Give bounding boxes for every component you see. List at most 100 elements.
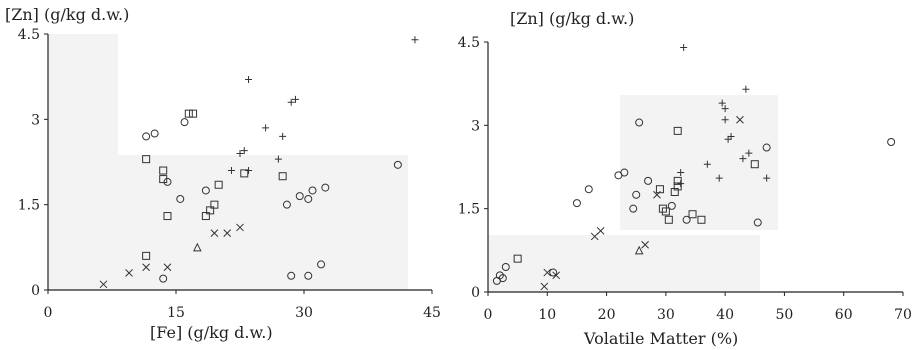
data-point [236, 149, 244, 157]
data-point [193, 242, 202, 252]
data-point [210, 200, 219, 209]
data-point [150, 129, 159, 138]
y-tick-label: 4.5 [458, 35, 480, 51]
y-tick-label: 0 [31, 283, 40, 299]
data-point [673, 182, 682, 191]
data-point [673, 176, 682, 185]
data-point [245, 76, 253, 84]
x-tick-label: 0 [44, 305, 53, 321]
data-point [236, 223, 244, 232]
data-point [543, 268, 552, 277]
data-point [240, 169, 249, 178]
data-point [163, 212, 172, 221]
data-point [393, 160, 402, 169]
chart-panel-1: 0 15 30 45 0 1.5 3 4.5 [Zn] (g/kg d.w.) [Fe] (g/k… [5, 5, 441, 342]
data-point [739, 155, 747, 163]
data-point [99, 280, 108, 289]
x-tick-label: 40 [716, 307, 734, 323]
x-axis-label: Volatile Matter (%) [583, 329, 738, 348]
data-point [644, 176, 653, 185]
data-point [540, 282, 549, 291]
data-point [159, 274, 168, 283]
data-point [742, 85, 750, 93]
data-point [655, 185, 664, 194]
data-point [142, 132, 151, 141]
data-point [278, 172, 287, 181]
data-point [632, 190, 641, 199]
y-tick-label: 3 [31, 112, 40, 128]
data-point [513, 254, 522, 263]
data-point [661, 207, 670, 216]
data-point [634, 245, 644, 255]
data-point [287, 271, 296, 280]
data-point [753, 218, 762, 227]
data-point [667, 201, 676, 210]
data-point [658, 204, 667, 213]
data-point [736, 115, 744, 124]
data-point [206, 206, 215, 215]
data-point [680, 44, 688, 52]
data-point [629, 204, 638, 213]
data-point [291, 95, 299, 103]
data-point [715, 174, 723, 182]
data-point [763, 174, 771, 182]
data-point [498, 274, 507, 283]
background-patch [488, 235, 760, 292]
data-point [596, 227, 605, 235]
data-point [214, 180, 223, 189]
y-tick-label: 4.5 [18, 27, 40, 43]
data-point [163, 263, 172, 272]
data-point [750, 160, 759, 169]
data-point [677, 169, 685, 177]
data-point [227, 167, 235, 175]
y-axis-label: [Zn] (g/kg d.w.) [510, 9, 634, 28]
data-point [159, 175, 168, 184]
data-point [245, 167, 253, 175]
data-point [721, 116, 729, 124]
data-point [295, 192, 304, 201]
data-point [718, 99, 726, 107]
data-point [308, 186, 317, 195]
data-point [189, 109, 198, 118]
y-axis-label: [Zn] (g/kg d.w.) [5, 5, 129, 24]
data-point [641, 240, 649, 249]
data-point [635, 118, 644, 127]
y-tick-label: 1.5 [458, 202, 480, 218]
x-tick-label: 30 [295, 305, 313, 321]
data-point [304, 271, 313, 280]
data-point [762, 143, 771, 152]
data-point [142, 155, 151, 164]
data-point [620, 168, 629, 177]
data-point [887, 138, 896, 146]
data-point [673, 126, 682, 135]
x-tick-label: 10 [538, 307, 556, 323]
y-tick-label: 1.5 [18, 198, 40, 214]
data-point [411, 36, 419, 44]
data-point [279, 132, 287, 140]
data-point [240, 147, 248, 155]
data-point [552, 271, 561, 280]
data-point [572, 199, 581, 208]
data-point [501, 263, 510, 271]
data-point [262, 124, 270, 132]
data-point [176, 194, 185, 203]
x-axis-label: [Fe] (g/kg d.w.) [150, 323, 273, 342]
y-tick-label: 3 [471, 118, 480, 134]
background-patch [48, 34, 118, 290]
data-point [142, 251, 151, 260]
x-tick-label: 0 [484, 307, 493, 323]
data-point [682, 215, 691, 224]
data-point [727, 132, 735, 140]
data-point [549, 268, 558, 277]
data-point [159, 166, 168, 175]
x-tick-label: 30 [657, 307, 675, 323]
data-point [184, 109, 193, 118]
data-point [317, 260, 326, 269]
data-point [125, 269, 133, 277]
data-point [304, 194, 313, 203]
x-tick-label: 60 [835, 307, 853, 323]
data-point [163, 177, 172, 186]
x-tick-label: 70 [894, 307, 912, 323]
background-patch [620, 95, 778, 230]
